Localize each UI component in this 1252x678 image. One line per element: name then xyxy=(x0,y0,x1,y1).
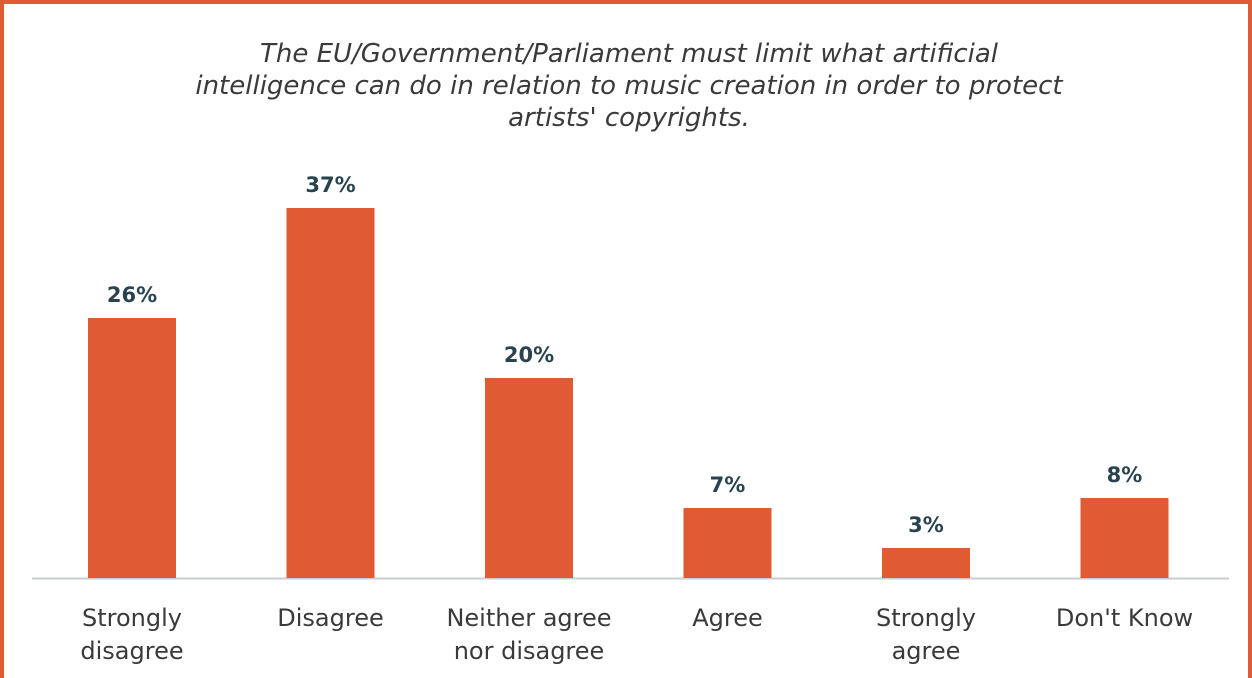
bar-chart: 26% Strongly disagree 37% Disagree 20% Neither… xyxy=(32,173,1229,665)
bar xyxy=(882,548,970,578)
data-label: 37% xyxy=(305,173,355,197)
category-label: Strongly agree xyxy=(876,604,976,665)
category-label: Don't Know xyxy=(1056,604,1193,632)
data-label: 3% xyxy=(908,513,944,537)
category-label: Disagree xyxy=(277,604,383,632)
category-label: Neither agree nor disagree xyxy=(446,604,611,665)
data-label: 26% xyxy=(107,283,157,307)
data-label: 20% xyxy=(504,343,554,367)
bar xyxy=(683,508,772,578)
data-label: 7% xyxy=(710,473,746,497)
bar xyxy=(485,378,573,578)
bar xyxy=(88,318,176,578)
category-label: Agree xyxy=(692,604,763,632)
bar xyxy=(286,208,375,578)
category-label: Strongly disagree xyxy=(80,604,183,665)
chart-title: The EU/Government/Parliament must limit … xyxy=(195,39,1063,133)
bar xyxy=(1080,498,1169,578)
data-label: 8% xyxy=(1107,463,1143,487)
